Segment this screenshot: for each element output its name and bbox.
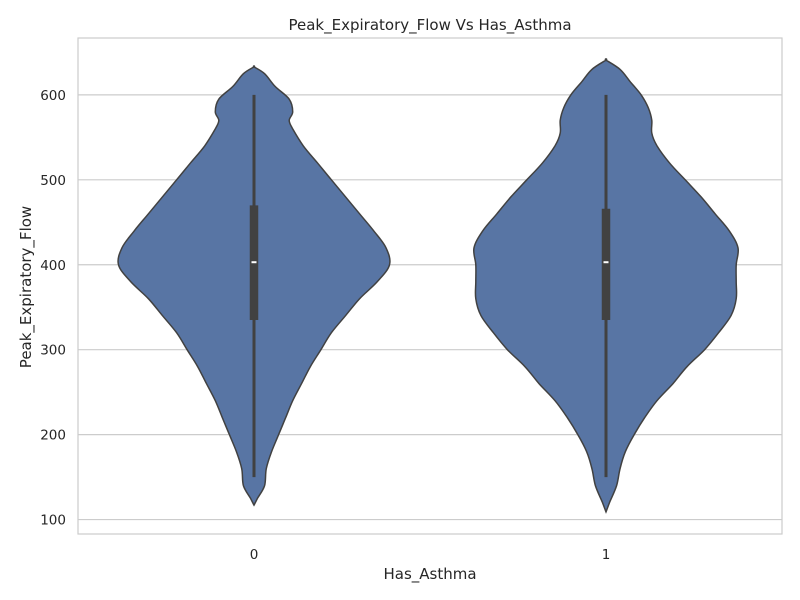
y-tick-label: 200 bbox=[40, 428, 66, 444]
y-tick-label: 600 bbox=[40, 88, 66, 104]
x-tick-label: 0 bbox=[250, 547, 259, 563]
y-axis-label: Peak_Expiratory_Flow bbox=[17, 206, 36, 368]
violin-median-marker bbox=[251, 261, 257, 264]
chart-title: Peak_Expiratory_Flow Vs Has_Asthma bbox=[288, 16, 571, 35]
y-tick-label: 500 bbox=[40, 173, 66, 189]
y-tick-label: 100 bbox=[40, 513, 66, 529]
x-tick-label: 1 bbox=[602, 547, 611, 563]
violin-median-marker bbox=[603, 261, 609, 264]
x-axis-label: Has_Asthma bbox=[383, 565, 476, 584]
y-tick-label: 300 bbox=[40, 343, 66, 359]
violins bbox=[117, 58, 740, 514]
y-tick-label: 400 bbox=[40, 258, 66, 274]
plot-frame bbox=[77, 37, 783, 535]
y-tick-labels: 100 200 300 400 500 600 bbox=[40, 88, 66, 529]
